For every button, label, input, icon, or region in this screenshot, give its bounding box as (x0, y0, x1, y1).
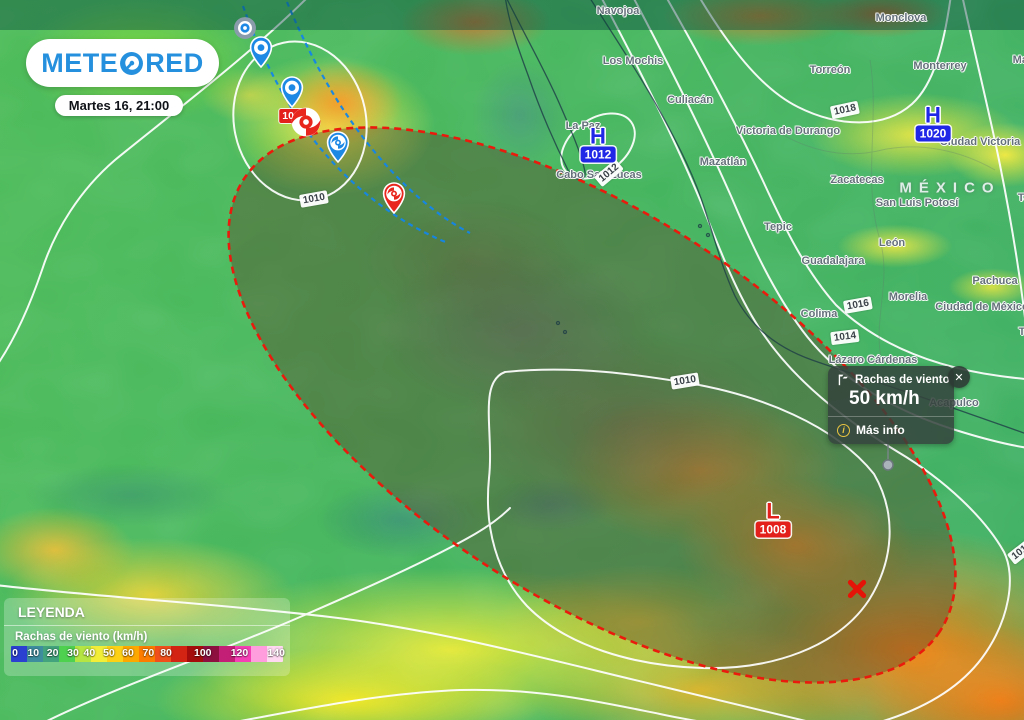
city-label: Tepic (764, 221, 792, 233)
legend-subtitle: Rachas de viento (km/h) (15, 631, 148, 643)
city-label: Zacatecas (830, 174, 884, 186)
legend-tick: 40 (83, 647, 96, 659)
isobar-label: 1016 (842, 296, 874, 314)
city-label: Guadalajara (801, 255, 865, 267)
city-label: Culiacán (667, 94, 713, 106)
legend-color-scale (11, 646, 283, 662)
more-info-button[interactable]: i Más info (828, 417, 954, 444)
storm-track-lines (241, 1, 471, 245)
storm-x-marker (846, 578, 868, 600)
city-label: Los Mochis (602, 55, 664, 67)
logo-text-right: RED (145, 47, 204, 78)
city-label: Victoria de Durango (735, 125, 841, 137)
state-borders (759, 59, 996, 363)
city-label: Monterrey (913, 60, 967, 72)
legend-tick: 140 (267, 647, 285, 659)
city-label: Toluca (1018, 326, 1024, 338)
meteored-logo[interactable]: METE RED (26, 39, 219, 87)
isobar-label: 1014 (830, 328, 860, 346)
legend-divider (4, 625, 290, 626)
legend-tick: 70 (142, 647, 155, 659)
legend-title: LEYENDA (18, 604, 85, 620)
pin-marker[interactable] (280, 76, 304, 109)
city-label: Torreón (809, 64, 851, 76)
logo-text-left: METE (41, 47, 119, 78)
high-pressure-mark: H 1020 (915, 102, 951, 142)
city-label: Mazatlán (699, 156, 747, 168)
city-label: Ciudad de México (935, 301, 1024, 313)
city-label: Ciudad Victoria (939, 136, 1021, 148)
isobar-label: 1012 (1006, 537, 1024, 565)
legend-tick-labels: 0 10 20 30 40 50 60 70 80 100 120 140 (11, 646, 285, 662)
legend-tick: 20 (46, 647, 59, 659)
datetime-chip: Martes 16, 21:00 (55, 95, 183, 116)
legend-tick: 10 (27, 647, 40, 659)
legend-tick: 0 (12, 647, 18, 659)
city-label: León (878, 237, 906, 249)
tooltip-title: Rachas de viento (855, 373, 950, 386)
isobar-label: 1010 (298, 190, 330, 208)
pin-cyclone-red-marker[interactable] (382, 182, 406, 215)
pressure-value: 1008 (755, 521, 791, 538)
storm-marker[interactable] (288, 104, 324, 140)
city-label: Matamoros (1012, 54, 1024, 66)
city-label: Monclova (875, 12, 927, 24)
info-icon: i (837, 423, 850, 437)
logo-o-icon (119, 51, 144, 76)
isobar-label: 1018 (829, 100, 861, 120)
low-pressure-mark: L 1008 (755, 498, 791, 538)
pressure-letter: L (766, 498, 780, 524)
legend-tick: 100 (193, 647, 212, 659)
city-label: Navojoa (596, 5, 640, 17)
high-pressure-mark: H 1012 (580, 123, 616, 163)
pin-cyclone-marker[interactable] (326, 131, 350, 164)
pressure-letter: H (925, 102, 941, 128)
tooltip-divider (828, 416, 954, 417)
city-label: Morelia (888, 291, 928, 303)
tooltip-close-button[interactable]: ✕ (948, 366, 970, 388)
logo-text: METE RED (41, 48, 204, 79)
more-info-label: Más info (856, 423, 905, 437)
city-label: Tampico (1017, 192, 1024, 204)
pressure-value: 1012 (580, 146, 616, 163)
legend-tick: 80 (160, 647, 172, 659)
legend-panel: LEYENDA Rachas de viento (km/h) 0 10 20 30 4… (4, 598, 290, 676)
legend-tick: 30 (67, 647, 79, 659)
tooltip-value: 50 km/h (849, 388, 920, 409)
city-label: Lázaro Cárdenas (828, 354, 918, 366)
city-label: La Paz (565, 120, 601, 132)
wind-gust-tooltip: Rachas de viento 50 km/h i Más info (828, 366, 954, 444)
city-label: Colima (800, 308, 838, 320)
remnant-marker[interactable] (233, 16, 258, 41)
isobar-label: 1010 (670, 372, 700, 390)
wind-flag-icon (837, 373, 850, 386)
legend-tick: 50 (103, 647, 115, 659)
legend-tick: 60 (122, 647, 134, 659)
isobar-label: 1012 (594, 158, 624, 188)
close-icon: ✕ (954, 371, 964, 384)
legend-tick: 120 (230, 647, 249, 659)
pin-marker[interactable] (249, 36, 273, 69)
country-label: MÉXICO (899, 179, 1001, 197)
pressure-letter: H (590, 123, 606, 149)
top-shade-band (0, 0, 1024, 30)
city-label: San Luis Potosí (875, 197, 959, 209)
pressure-value: 1020 (915, 125, 951, 142)
city-label: Pachuca (972, 275, 1018, 287)
